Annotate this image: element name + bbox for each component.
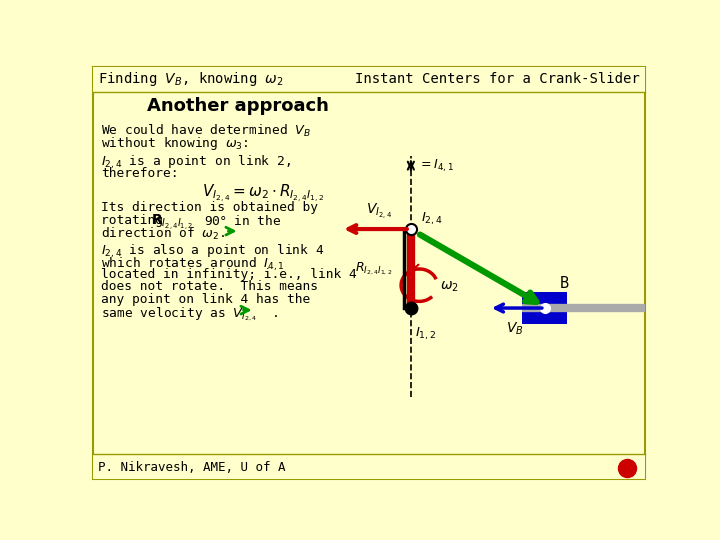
- Text: P. Nikravesh, AME, U of A: P. Nikravesh, AME, U of A: [99, 461, 286, 474]
- Text: does not rotate.  This means: does not rotate. This means: [101, 280, 318, 293]
- Text: $V_{I_{2,4}} = \omega_2 \cdot R_{I_{2,4}I_{1,2}}$: $V_{I_{2,4}} = \omega_2 \cdot R_{I_{2,4}…: [202, 182, 324, 204]
- Text: any point on link 4 has the: any point on link 4 has the: [101, 293, 310, 306]
- Text: B: B: [559, 276, 569, 292]
- Text: $I_{2,4}$ is a point on link 2,: $I_{2,4}$ is a point on link 2,: [101, 154, 291, 171]
- Text: $= I_{4,1}$: $= I_{4,1}$: [418, 158, 454, 174]
- Text: located in infinity; i.e., link 4: located in infinity; i.e., link 4: [101, 268, 357, 281]
- Text: $\omega_2$: $\omega_2$: [441, 280, 459, 294]
- Text: Finding $V_B$, knowing $\omega_2$: Finding $V_B$, knowing $\omega_2$: [99, 70, 284, 89]
- Text: $\mathbf{R}_{I_{2,4}I_{1,2}}$: $\mathbf{R}_{I_{2,4}I_{1,2}}$: [151, 213, 194, 232]
- FancyBboxPatch shape: [93, 454, 645, 478]
- Text: same velocity as $V_{I_{2,4}}$  .: same velocity as $V_{I_{2,4}}$ .: [101, 305, 279, 323]
- Text: without knowing $\omega_3$:: without knowing $\omega_3$:: [101, 136, 249, 152]
- Text: direction of $\omega_2$.: direction of $\omega_2$.: [101, 226, 225, 242]
- FancyBboxPatch shape: [523, 292, 567, 324]
- Text: therefore:: therefore:: [101, 167, 179, 180]
- Text: rotating: rotating: [101, 214, 171, 227]
- Text: We could have determined $V_B$: We could have determined $V_B$: [101, 123, 311, 139]
- Text: Its direction is obtained by: Its direction is obtained by: [101, 201, 318, 214]
- Text: Another approach: Another approach: [147, 97, 329, 116]
- Text: 90$\degree$ in the: 90$\degree$ in the: [204, 214, 282, 228]
- Text: $I_{2,4}$ is also a point on link 4: $I_{2,4}$ is also a point on link 4: [101, 243, 324, 260]
- Text: Instant Centers for a Crank-Slider: Instant Centers for a Crank-Slider: [355, 72, 639, 86]
- Text: $V_{I_{2,4}}$: $V_{I_{2,4}}$: [366, 202, 392, 221]
- Text: $I_{1,2}$: $I_{1,2}$: [415, 326, 437, 342]
- Text: which rotates around $I_{4,1}$: which rotates around $I_{4,1}$: [101, 255, 285, 273]
- FancyBboxPatch shape: [93, 67, 645, 92]
- Text: $V_B$: $V_B$: [505, 321, 523, 337]
- Text: $R_{I_{2,4}I_{1,2}}$: $R_{I_{2,4}I_{1,2}}$: [355, 260, 392, 277]
- Text: $I_{2,4}$: $I_{2,4}$: [421, 211, 443, 227]
